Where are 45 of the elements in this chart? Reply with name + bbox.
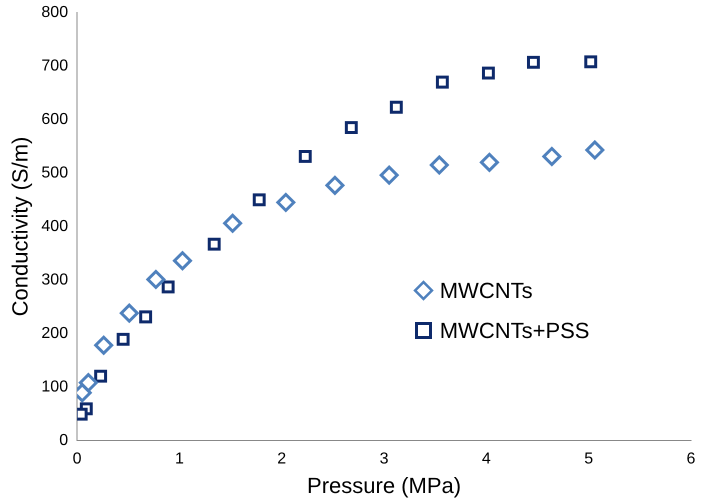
point	[208, 238, 221, 251]
y-tick-label: 100	[41, 378, 68, 396]
y-tick-label: 600	[41, 110, 68, 128]
point	[584, 55, 598, 68]
point	[380, 166, 399, 185]
point	[482, 66, 495, 80]
point	[120, 304, 139, 323]
point	[223, 214, 242, 233]
legend-label: MWCNTs+PSS	[440, 318, 590, 344]
point	[436, 76, 449, 89]
point	[390, 100, 403, 114]
point	[585, 140, 604, 160]
x-tick-label: 0	[72, 450, 82, 468]
x-axis-title: Pressure (MPa)	[307, 472, 462, 498]
point	[480, 152, 499, 172]
point	[172, 251, 192, 270]
x-tick-label: 1	[174, 450, 184, 468]
x-tick-label: 4	[482, 450, 491, 468]
point	[139, 310, 152, 324]
point	[344, 121, 358, 134]
point	[94, 370, 108, 383]
point	[276, 192, 296, 212]
point	[298, 150, 312, 163]
y-tick-label: 300	[41, 271, 68, 288]
legend-label: MWCNTs	[440, 278, 533, 304]
x-tick-label: 2	[277, 450, 286, 468]
x-tick-label: 6	[686, 450, 696, 468]
y-axis-title: Conductivity (S/m)	[7, 136, 32, 316]
point	[430, 156, 449, 175]
x-tick-label: 5	[584, 450, 594, 468]
y-tick-label: 700	[41, 57, 68, 74]
point	[162, 280, 175, 294]
point	[94, 336, 114, 355]
point	[542, 146, 562, 166]
point	[325, 176, 344, 195]
x-tick-label: 3	[380, 450, 389, 468]
y-tick-label: 400	[41, 218, 68, 235]
y-tick-label: 800	[41, 4, 68, 22]
y-tick-label: 500	[41, 164, 68, 182]
point	[252, 193, 266, 206]
point	[116, 332, 130, 346]
point	[526, 56, 540, 69]
point	[146, 270, 166, 289]
y-tick-label: 0	[59, 432, 68, 449]
y-tick-label: 200	[41, 324, 68, 342]
